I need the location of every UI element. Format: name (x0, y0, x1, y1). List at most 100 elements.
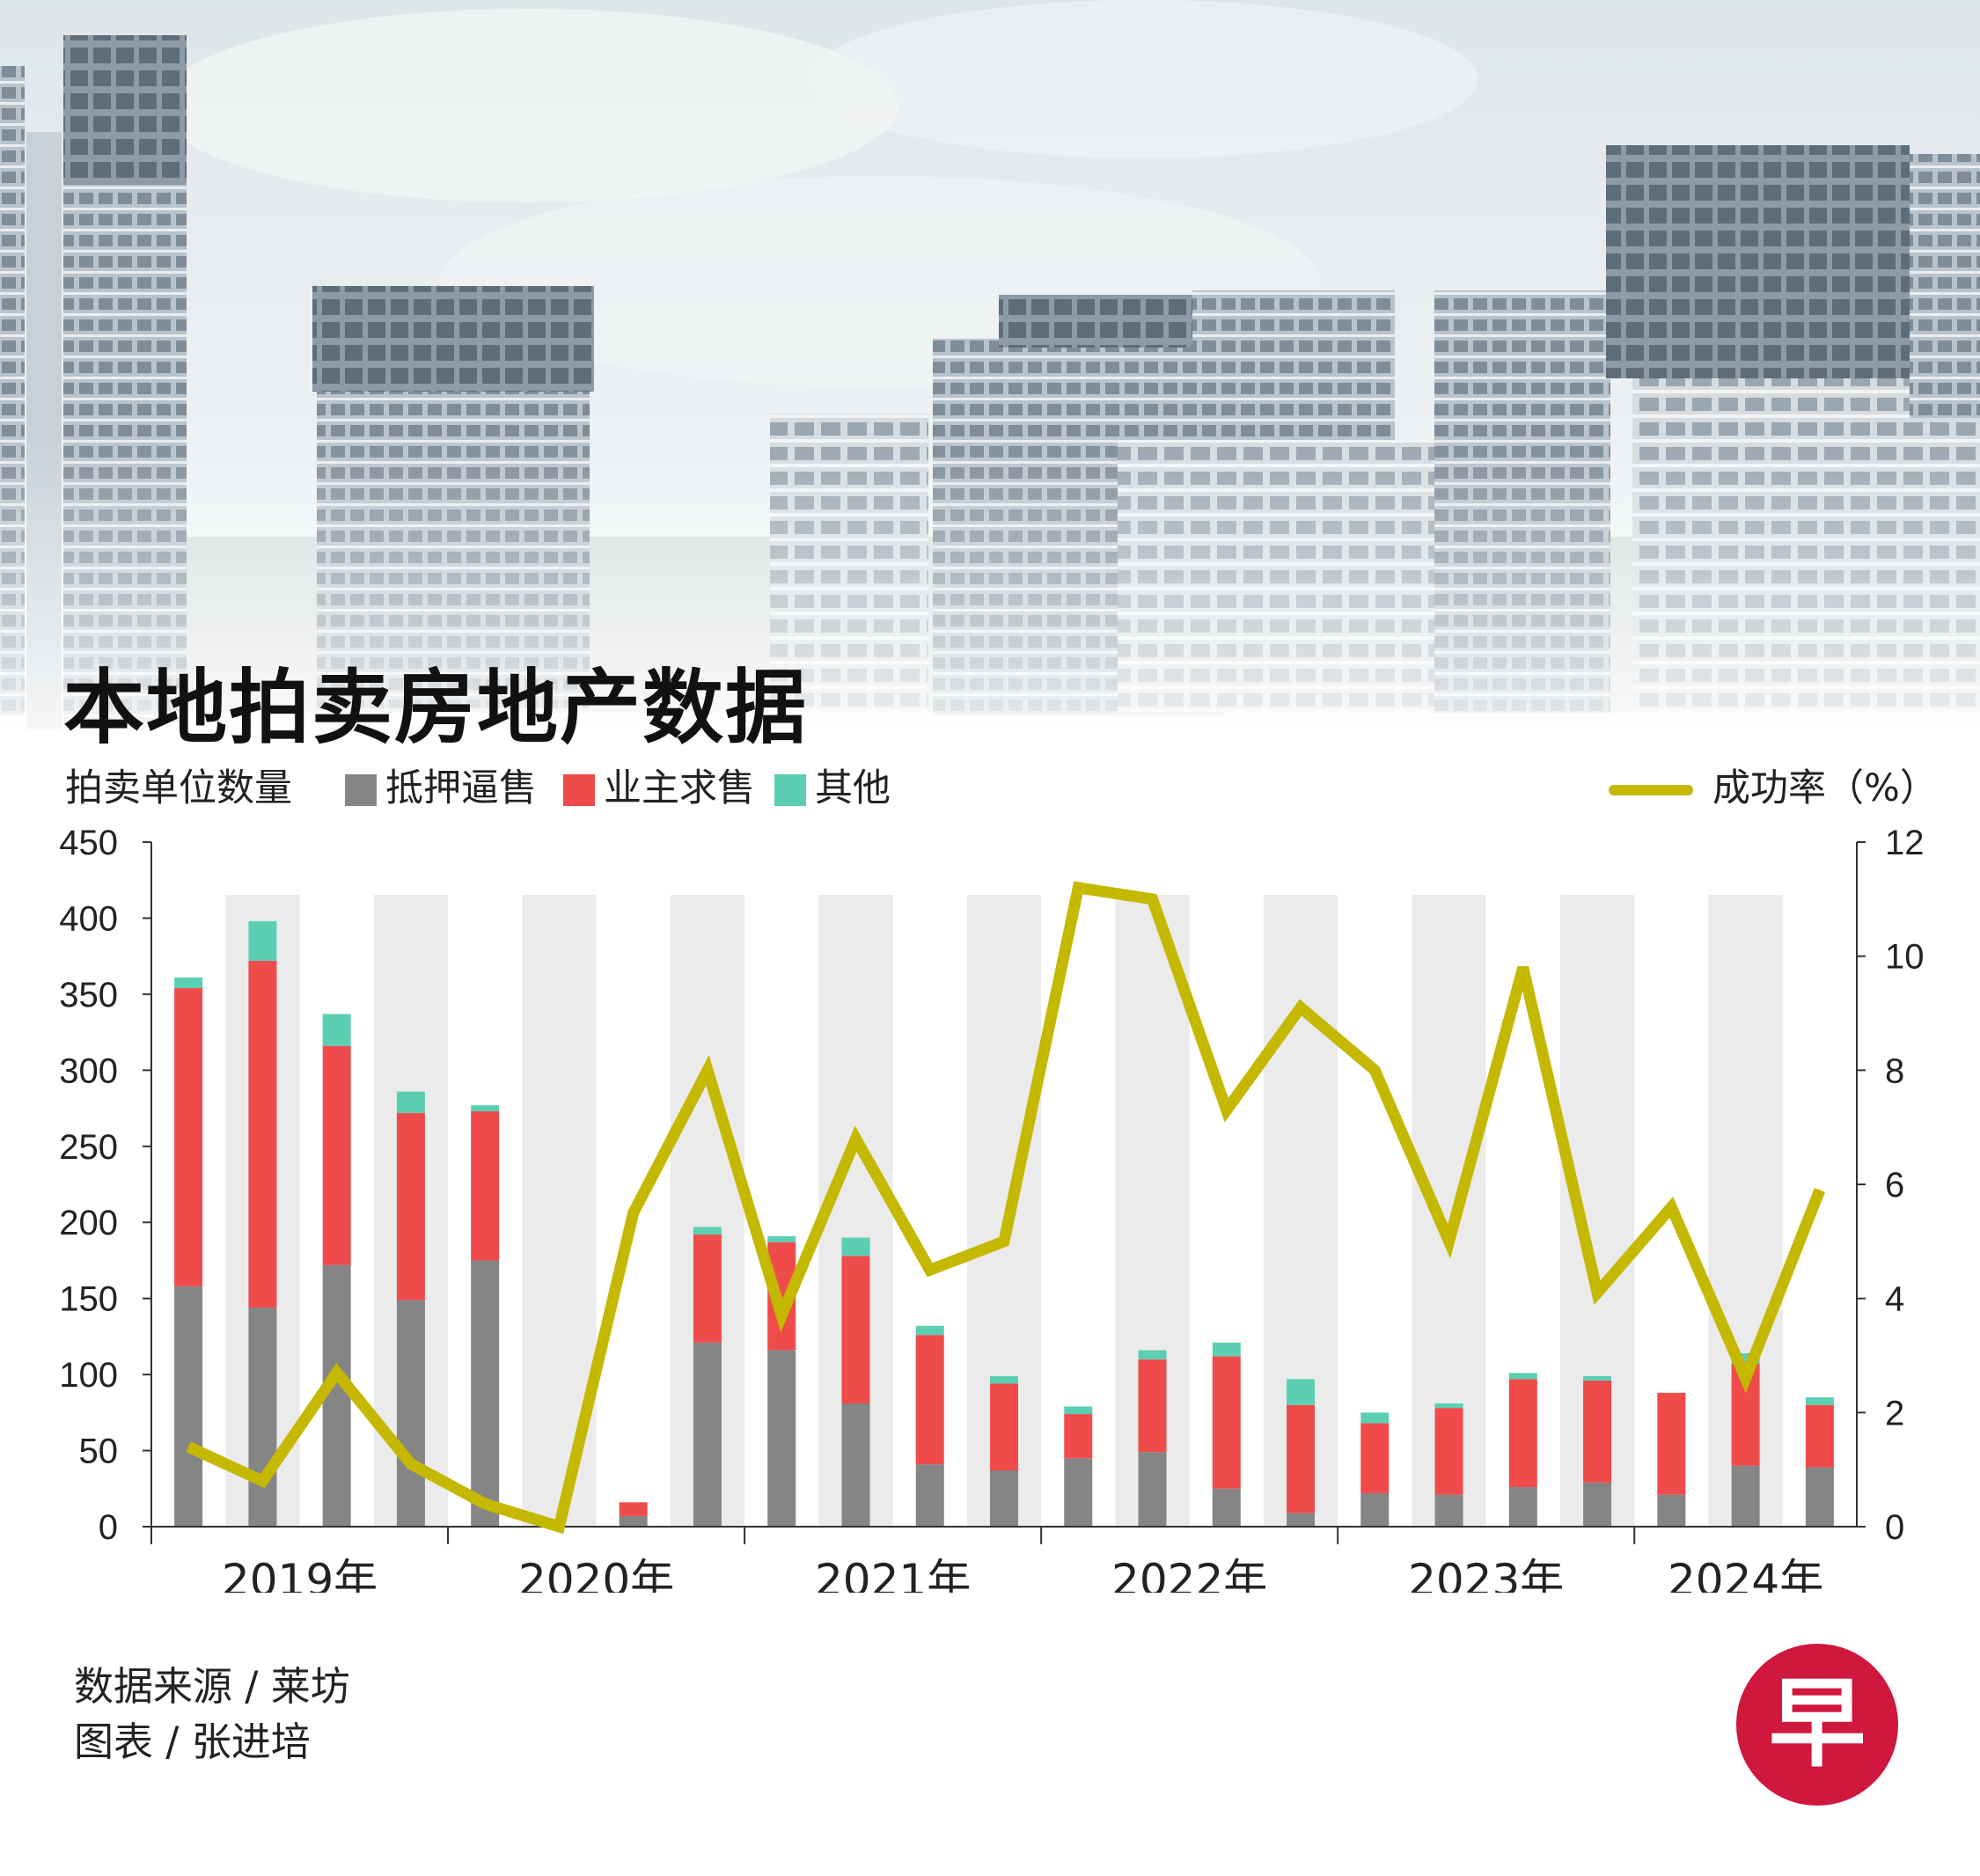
y-right-tick-label: 2 (1885, 1394, 1904, 1433)
legend-units-label: 拍卖单位数量 (65, 766, 292, 810)
y-left-tick-label: 150 (59, 1280, 118, 1319)
bar-segment (915, 1464, 944, 1527)
success-rate-point (187, 1446, 190, 1448)
legend-swatch-other (774, 774, 806, 806)
success-rate-point (1374, 1069, 1376, 1072)
y-left-tick-label: 0 (99, 1508, 118, 1547)
x-year-label: 2024年 (1668, 1555, 1823, 1593)
y-left-tick-label: 250 (59, 1128, 118, 1167)
chart-credit: 图表 / 张进培 (74, 1718, 311, 1765)
bar-segment (990, 1470, 1018, 1527)
zaobao-logo: 早 (1736, 1644, 1898, 1806)
bar-segment (1287, 1404, 1316, 1513)
bar-segment (248, 960, 277, 1308)
y-left-tick-label: 350 (59, 976, 118, 1015)
chart-title: 本地拍卖房地产数据 (63, 661, 809, 755)
bar-segment (1138, 1452, 1167, 1527)
bar-segment (396, 1112, 425, 1301)
success-rate-point (1670, 1205, 1673, 1208)
bar-segment (174, 1286, 203, 1527)
bar-segment (915, 1335, 944, 1465)
legend-label-other: 其他 (815, 766, 891, 810)
success-rate-point (1225, 1109, 1228, 1111)
bar-segment (619, 1502, 648, 1516)
bar-segment (1360, 1423, 1390, 1493)
bar-segment (1434, 1494, 1463, 1527)
skyline-background (0, 0, 1980, 792)
auction-chart: 0 50 100 150 200 250 300 350 400 450 0 2 4 6 8 10 12 2019… (59, 824, 1925, 1593)
legend-label-foreclosure: 抵押逼售 (385, 766, 537, 810)
bar-segment (990, 1383, 1018, 1471)
bar-segment (471, 1105, 500, 1112)
bar-segment (248, 920, 277, 961)
y-right-tick-label: 6 (1885, 1166, 1904, 1205)
bar-segment (1508, 1487, 1537, 1527)
success-rate-point (335, 1371, 338, 1374)
success-rate-point (706, 1069, 708, 1072)
y-right-tick-label: 12 (1885, 824, 1925, 862)
bar-segment (1508, 1373, 1537, 1380)
bar-segment (1064, 1458, 1093, 1527)
bar-segment (1583, 1381, 1612, 1483)
success-rate-point (1077, 886, 1080, 889)
success-rate-point (854, 1138, 857, 1140)
logo-glyph: 早 (1769, 1667, 1866, 1780)
success-rate-point (1818, 1189, 1821, 1191)
x-year-label: 2022年 (1111, 1555, 1267, 1593)
y-right-tick-label: 0 (1885, 1508, 1904, 1547)
success-rate-point (781, 1315, 783, 1317)
x-year-label: 2020年 (518, 1555, 674, 1593)
source-credit: 数据来源 / 莱坊 (74, 1663, 350, 1710)
bar-segment (693, 1342, 722, 1527)
y-right-tick-label: 10 (1885, 938, 1925, 977)
success-rate-point (558, 1526, 561, 1528)
bar-segment (322, 1045, 351, 1265)
bar-segment (1657, 1392, 1686, 1495)
success-rate-point (484, 1503, 487, 1506)
bar-segment (841, 1403, 870, 1527)
bar-segment (1212, 1488, 1241, 1527)
bar-segment (1138, 1350, 1167, 1359)
y-right-tick-label: 4 (1885, 1280, 1904, 1319)
y-left-tick-label: 50 (79, 1433, 119, 1471)
success-rate-point (928, 1269, 931, 1271)
bar-segment (396, 1091, 425, 1113)
legend: 拍卖单位数量 抵押逼售 业主求售 其他 成功率（%） (65, 766, 1938, 811)
bar-segment (990, 1375, 1018, 1384)
y-left-tick-label: 200 (59, 1204, 118, 1242)
success-rate-point (261, 1480, 264, 1483)
bar-segment (1138, 1359, 1167, 1453)
bar-segment (1360, 1412, 1390, 1424)
success-rate-point (1596, 1292, 1599, 1294)
bar-segment (1805, 1404, 1834, 1468)
bar-segment (693, 1227, 722, 1235)
bar-segment (767, 1350, 796, 1527)
bar-segment (1805, 1397, 1834, 1405)
legend-label-success-rate: 成功率（%） (1712, 766, 1938, 810)
bar-segment (248, 1308, 277, 1527)
y-left-tick-label: 100 (59, 1356, 118, 1395)
bar-segment (841, 1256, 870, 1403)
bar-segment (1434, 1403, 1463, 1409)
success-rate-line (186, 881, 1825, 1535)
bar-segment (693, 1235, 722, 1343)
legend-line-success-rate (1609, 785, 1693, 795)
success-rate-point (409, 1462, 412, 1465)
legend-label-owner-sale: 业主求售 (604, 766, 755, 810)
x-year-label: 2021年 (815, 1555, 971, 1593)
bar-segment (1064, 1414, 1093, 1459)
x-year-label: 2023年 (1408, 1555, 1564, 1593)
legend-swatch-owner-sale (563, 774, 595, 806)
success-rate-point (1003, 1240, 1005, 1242)
bar-segment (1287, 1379, 1316, 1405)
y-left-tick-label: 400 (59, 899, 118, 938)
bar-segment (767, 1235, 796, 1242)
bar-segment (1583, 1375, 1612, 1381)
bar-segment (471, 1260, 500, 1527)
bar-segment (619, 1515, 648, 1527)
y-right-tick-label: 8 (1885, 1052, 1904, 1090)
bar-segment (1805, 1467, 1834, 1527)
bar-segment (396, 1300, 425, 1527)
bar-segment (1434, 1408, 1463, 1495)
success-rate-point (1744, 1377, 1747, 1380)
